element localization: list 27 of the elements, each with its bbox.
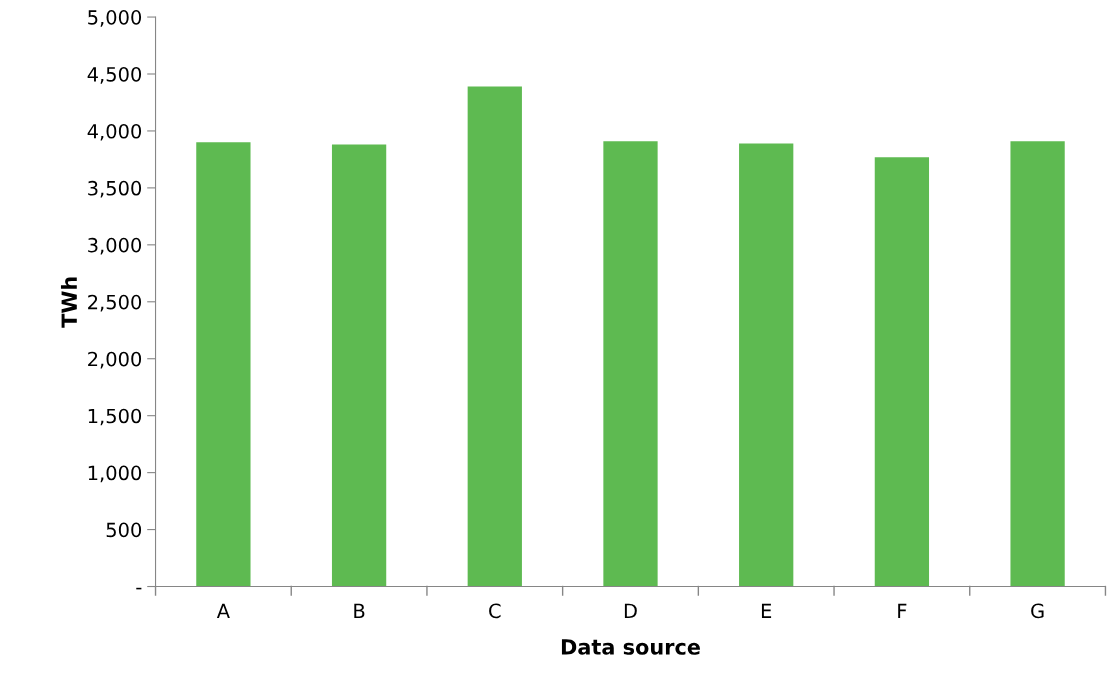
y-tick-label: 3,500 bbox=[88, 180, 142, 198]
y-tick-label: 500 bbox=[106, 522, 142, 538]
x-tick-label: E bbox=[761, 603, 772, 618]
bar bbox=[331, 144, 387, 587]
bar bbox=[196, 142, 251, 587]
bar bbox=[739, 143, 794, 587]
y-tick-label: - bbox=[136, 587, 142, 590]
y-tick-label: 3,000 bbox=[88, 237, 142, 255]
bar bbox=[874, 157, 930, 587]
x-tick-label: G bbox=[1031, 603, 1044, 619]
y-tick-label: 5,000 bbox=[88, 10, 142, 27]
bar bbox=[467, 86, 522, 587]
bar bbox=[603, 141, 658, 587]
x-axis-title: Data source bbox=[561, 639, 700, 655]
x-tick-label: D bbox=[624, 603, 637, 618]
x-tick-label: B bbox=[354, 603, 365, 618]
x-tick-label: C bbox=[489, 603, 501, 619]
bar bbox=[1010, 141, 1065, 587]
y-tick-label: 2,500 bbox=[88, 294, 142, 312]
y-tick-label: 4,500 bbox=[87, 66, 142, 84]
x-tick-label: A bbox=[216, 603, 230, 618]
y-tick-label: 1,500 bbox=[88, 408, 142, 426]
y-tick-label: 1,000 bbox=[88, 465, 142, 483]
x-tick-label: F bbox=[898, 603, 907, 618]
y-axis-title: TWh bbox=[60, 277, 77, 328]
y-tick-label: 2,000 bbox=[88, 351, 142, 369]
y-tick-label: 4,000 bbox=[87, 123, 142, 141]
